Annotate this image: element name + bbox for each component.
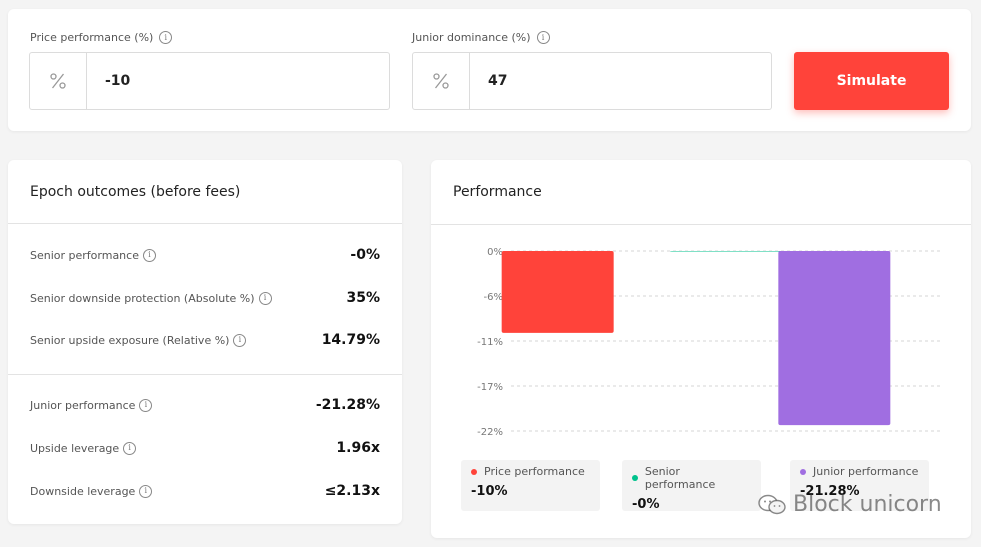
chat-bubble-icon [758, 494, 786, 514]
downside-leverage-row: Downside leverage i ≤2.13x [30, 483, 380, 499]
senior-performance-row: Senior performance i -0% [30, 247, 380, 263]
divider [431, 224, 971, 225]
row-label-wrap: Junior performance i [30, 398, 153, 412]
legend-dot [800, 468, 806, 475]
y-tick-label: -6% [484, 292, 503, 303]
row-label-wrap: Senior performance i [30, 248, 156, 262]
junior-dominance-value[interactable]: 47 [488, 73, 508, 89]
info-icon[interactable]: i [536, 31, 550, 44]
info-icon[interactable]: i [139, 484, 153, 498]
price-performance-value[interactable]: -10 [105, 73, 131, 89]
legend-value: -10% [471, 484, 508, 499]
legend-name: Junior performance [813, 465, 919, 478]
info-icon[interactable]: i [142, 248, 156, 262]
percent-icon [413, 53, 470, 109]
price-performance-label-wrap: Price performance (%) i [30, 31, 173, 44]
legend-price-performance: Price performance -10% [461, 460, 600, 511]
legend-dot [632, 475, 638, 481]
bar-price-performance[interactable] [501, 251, 614, 333]
info-icon[interactable]: i [139, 398, 153, 412]
downside-leverage-label: Downside leverage [30, 484, 136, 498]
upside-leverage-value: 1.96x [336, 440, 380, 456]
legend-value: -0% [632, 497, 660, 512]
simulate-button[interactable]: Simulate [794, 52, 949, 110]
junior-dominance-label: Junior dominance (%) [412, 31, 531, 44]
junior-performance-value: -21.28% [315, 397, 380, 413]
senior-upside-exposure-value: 14.79% [321, 332, 380, 348]
senior-performance-value: -0% [350, 247, 380, 263]
junior-dominance-label-wrap: Junior dominance (%) i [412, 31, 550, 44]
info-icon[interactable]: i [233, 333, 247, 347]
epoch-outcomes-title: Epoch outcomes (before fees) [30, 184, 241, 200]
y-tick-label: -17% [477, 382, 503, 393]
percent-icon [30, 53, 87, 109]
downside-leverage-value: ≤2.13x [324, 483, 380, 499]
watermark: Block unicorn [757, 492, 942, 517]
legend-dot [471, 468, 477, 475]
senior-downside-protection-label: Senior downside protection (Absolute %) [30, 291, 255, 305]
legend-name: Senior performance [644, 465, 716, 491]
info-icon[interactable]: i [159, 31, 173, 44]
legend-label-wrap: Junior performance [800, 465, 919, 478]
performance-title: Performance [453, 184, 542, 200]
simulation-input-card: Price performance (%) i -10 Junior domin… [8, 9, 971, 131]
senior-downside-protection-row: Senior downside protection (Absolute %) i… [30, 290, 380, 306]
price-performance-field[interactable]: -10 [29, 52, 390, 110]
performance-bar-chart: 0% -6% -11% -17% -22% [477, 247, 941, 438]
senior-downside-protection-value: 35% [346, 290, 380, 306]
bar-senior-performance[interactable] [670, 251, 782, 252]
info-icon[interactable]: i [258, 291, 272, 305]
upside-leverage-label: Upside leverage [30, 441, 120, 455]
legend-junior-performance: Junior performance -21.28% [790, 460, 929, 511]
row-label-wrap: Downside leverage i [30, 484, 153, 498]
senior-upside-exposure-row: Senior upside exposure (Relative %) i 14.… [30, 332, 380, 348]
row-label-wrap: Senior upside exposure (Relative %) i [30, 333, 247, 347]
legend-label-wrap: Senior performance [632, 465, 751, 491]
divider [8, 374, 402, 375]
senior-upside-exposure-label: Senior upside exposure (Relative %) [30, 333, 230, 347]
legend-name: Price performance [484, 465, 585, 478]
info-icon[interactable]: i [123, 441, 137, 455]
price-performance-label: Price performance (%) [30, 31, 154, 44]
performance-card: Performance 0% -6% -11% -17% -22% Price perf… [431, 160, 971, 538]
y-tick-label: -22% [477, 427, 503, 438]
legend-value: -21.28% [800, 484, 860, 499]
row-label-wrap: Senior downside protection (Absolute %) i [30, 291, 272, 305]
junior-performance-row: Junior performance i -21.28% [30, 397, 380, 413]
upside-leverage-row: Upside leverage i 1.96x [30, 440, 380, 456]
epoch-outcomes-card: Epoch outcomes (before fees) Senior perf… [8, 160, 402, 524]
legend-label-wrap: Price performance [471, 465, 590, 478]
bar-junior-performance[interactable] [778, 251, 891, 426]
y-tick-label: -11% [477, 337, 503, 348]
y-tick-label: 0% [487, 247, 503, 258]
row-label-wrap: Upside leverage i [30, 441, 137, 455]
divider [8, 223, 402, 224]
junior-dominance-field[interactable]: 47 [412, 52, 772, 110]
junior-performance-label: Junior performance [30, 398, 136, 412]
watermark-text: Block unicorn [793, 492, 942, 517]
legend-senior-performance: Senior performance -0% [622, 460, 761, 512]
senior-performance-label: Senior performance [30, 248, 139, 262]
